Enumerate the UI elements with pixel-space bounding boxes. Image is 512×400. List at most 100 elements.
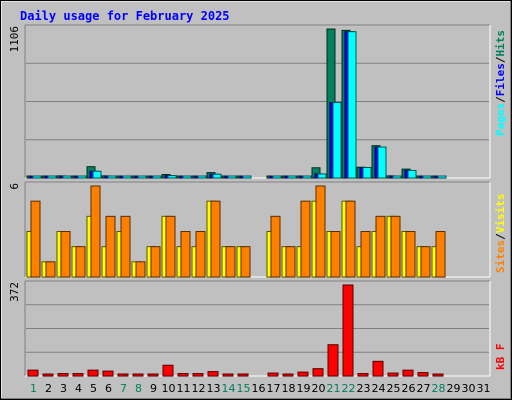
bar-kb-f-day-13: [207, 371, 219, 377]
bar-pages-day-20: [317, 173, 327, 179]
legend-sep: /: [494, 56, 507, 63]
bar-sites-day-20: [315, 185, 326, 278]
legend-visits: Visits: [494, 194, 507, 234]
bar-pages-day-17: [272, 175, 282, 179]
bar-pages-day-4: [77, 175, 87, 179]
legend-bot: kB F: [494, 344, 507, 371]
bar-sites-day-3: [60, 231, 71, 278]
bar-sites-day-1: [30, 200, 41, 278]
x-tick-day-9: 9: [150, 382, 157, 395]
legend-mid: Sites/Visits: [494, 194, 507, 274]
bar-pages-day-2: [47, 175, 57, 179]
x-tick-day-26: 26: [402, 382, 416, 395]
bar-sites-day-10: [165, 215, 176, 278]
legend-sep: /: [494, 233, 507, 240]
bar-kb-f-day-12: [192, 373, 204, 377]
x-tick-day-31: 31: [477, 382, 491, 395]
bar-kb-f-day-9: [147, 373, 159, 377]
bar-kb-f-day-25: [387, 372, 399, 377]
bar-pages-day-7: [122, 175, 132, 179]
legend-files: Files: [494, 63, 507, 96]
bar-sites-day-13: [210, 200, 221, 278]
bar-kb-f-day-10: [162, 364, 174, 377]
bar-sites-day-22: [345, 200, 356, 278]
bar-kb-f-day-4: [72, 373, 84, 377]
bar-pages-day-14: [227, 175, 237, 179]
bar-kb-f-day-22: [342, 284, 354, 377]
bar-kb-f-day-21: [327, 344, 339, 377]
bar-pages-day-23: [362, 166, 372, 179]
x-tick-day-19: 19: [297, 382, 311, 395]
legend-pages: Pages: [494, 103, 507, 136]
bar-sites-day-5: [90, 185, 101, 278]
bar-pages-day-13: [212, 173, 222, 179]
bar-pages-day-5: [92, 170, 102, 179]
bar-kb-f-day-3: [57, 373, 69, 377]
bar-kb-f-day-26: [402, 369, 414, 377]
bar-kb-f-day-28: [432, 373, 444, 377]
bar-kb-f-day-15: [237, 373, 249, 377]
x-tick-day-2: 2: [45, 382, 52, 395]
bar-sites-day-8: [135, 261, 146, 278]
bar-sites-day-21: [330, 231, 341, 278]
panel-visits-sites: 6: [8, 181, 491, 278]
svg-text:Pages/Files/Hits: Pages/Files/Hits: [494, 30, 507, 136]
bar-kb-f-day-24: [372, 360, 384, 377]
bar-kb-f-day-17: [267, 372, 279, 377]
bar-kb-f-day-6: [102, 370, 114, 377]
bar-pages-day-3: [62, 175, 72, 179]
x-tick-day-10: 10: [162, 382, 176, 395]
legend-sep: /: [494, 96, 507, 103]
bar-sites-day-12: [195, 231, 206, 278]
bar-pages-day-18: [287, 175, 297, 179]
chart-title: Daily usage for February 2025: [20, 9, 230, 23]
x-tick-day-7: 7: [120, 382, 127, 395]
bar-sites-day-15: [240, 246, 251, 278]
bar-pages-day-26: [407, 169, 417, 179]
bar-pages-day-11: [182, 175, 192, 179]
panel-kbytes: 372: [8, 280, 491, 377]
bar-sites-day-18: [285, 246, 296, 278]
bar-pages-day-28: [437, 175, 447, 179]
bar-kb-f-day-14: [222, 373, 234, 377]
x-tick-day-28: 28: [432, 382, 446, 395]
x-tick-day-12: 12: [192, 382, 206, 395]
bar-sites-day-4: [75, 246, 86, 278]
x-tick-day-25: 25: [387, 382, 401, 395]
bar-pages-day-12: [197, 175, 207, 179]
x-tick-day-5: 5: [90, 382, 97, 395]
y-max-label: 6: [8, 183, 21, 190]
bar-pages-day-15: [242, 175, 252, 179]
bar-sites-day-11: [180, 231, 191, 278]
legend-sites: Sites: [494, 240, 507, 273]
bar-kb-f-day-23: [357, 373, 369, 377]
bar-sites-day-6: [105, 215, 116, 278]
x-axis-labels: 1 2 3 4 5 6 7 8 9 10 11 12 13 14 15 16 17 18 19 20 21 22 23 24 2…: [30, 382, 491, 395]
bar-sites-day-2: [45, 261, 56, 278]
x-tick-day-21: 21: [327, 382, 341, 395]
x-tick-day-23: 23: [357, 382, 371, 395]
legend-kbytes: kB F: [494, 344, 507, 371]
bar-sites-day-28: [435, 231, 446, 278]
x-tick-day-14: 14: [222, 382, 236, 395]
x-tick-day-8: 8: [135, 382, 142, 395]
bar-pages-day-25: [392, 175, 402, 179]
bar-pages-day-6: [107, 175, 117, 179]
x-tick-day-16: 16: [252, 382, 266, 395]
bar-kb-f-day-7: [117, 373, 129, 377]
bar-kb-f-day-18: [282, 373, 294, 377]
bar-kb-f-day-11: [177, 373, 189, 377]
bar-kb-f-day-27: [417, 372, 429, 377]
x-tick-day-24: 24: [372, 382, 386, 395]
bar-sites-day-17: [270, 215, 281, 278]
x-tick-day-27: 27: [417, 382, 431, 395]
svg-text:kB F: kB F: [494, 344, 507, 371]
bar-sites-day-7: [120, 215, 131, 278]
bar-pages-day-19: [302, 175, 312, 179]
x-tick-day-17: 17: [267, 382, 281, 395]
x-tick-day-11: 11: [177, 382, 191, 395]
x-tick-day-22: 22: [342, 382, 356, 395]
bar-kb-f-day-5: [87, 369, 99, 377]
x-tick-day-13: 13: [207, 382, 221, 395]
